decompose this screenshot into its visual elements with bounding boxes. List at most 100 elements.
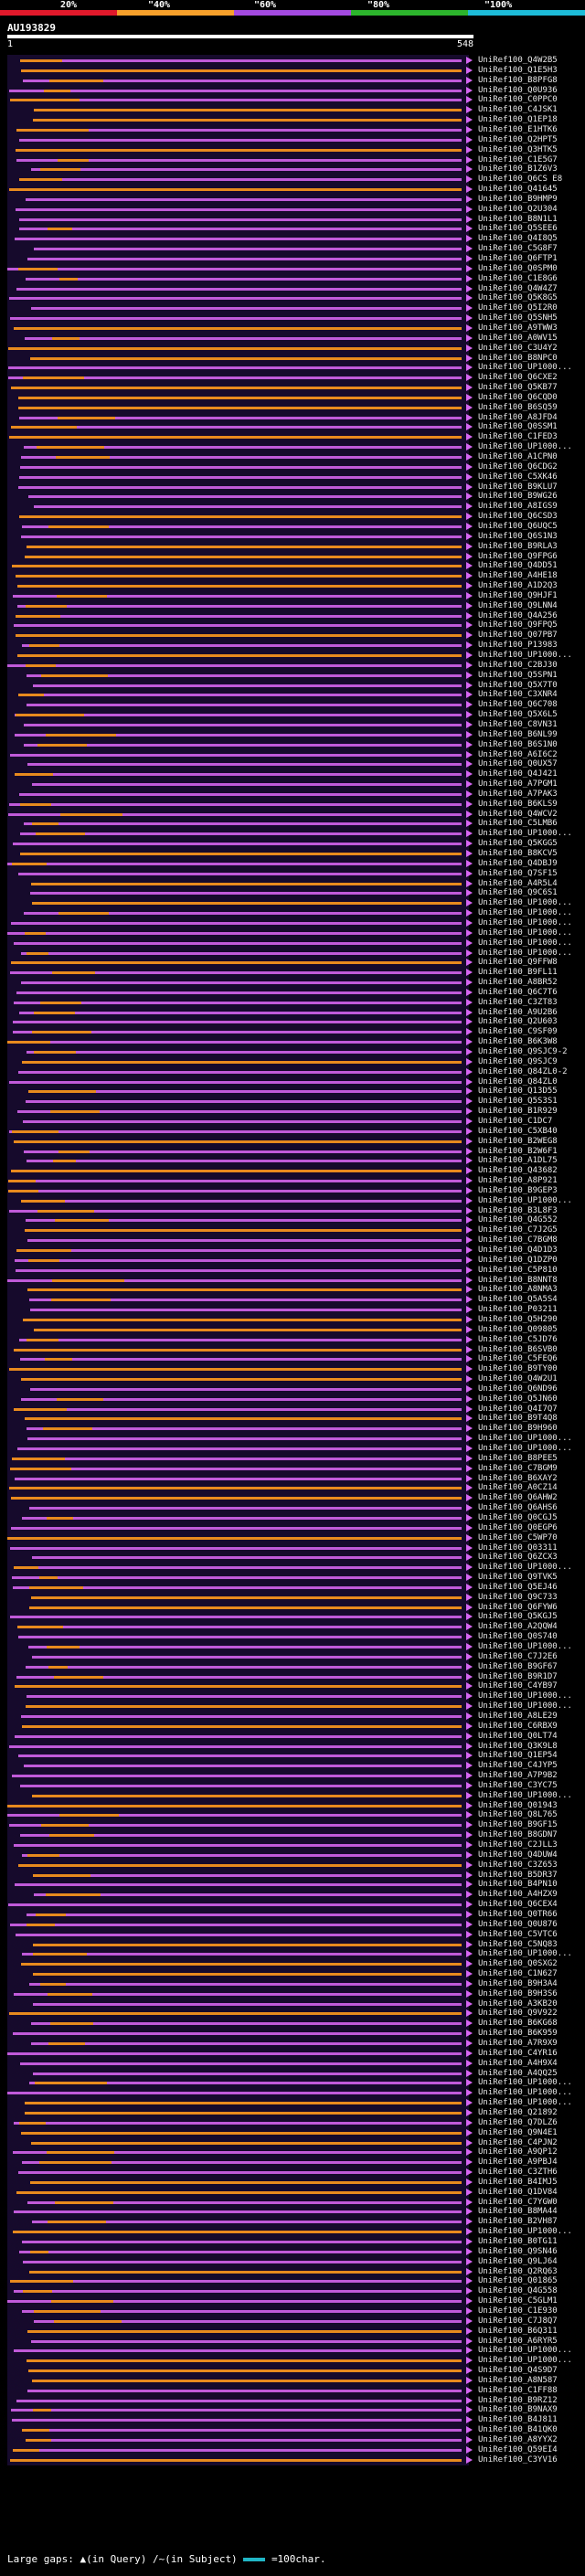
hit-id-link[interactable]: UniRef100_C3Z653 — [478, 1860, 558, 1870]
hit-id-link[interactable]: UniRef100_Q0UX57 — [478, 759, 558, 769]
hit-id-link[interactable]: UniRef100_Q6CSD3 — [478, 512, 558, 522]
hit-id-link[interactable]: UniRef100_UP1000... — [478, 928, 572, 938]
hit-id-link[interactable]: UniRef100_Q6C7T6 — [478, 987, 558, 997]
hit-id-link[interactable]: UniRef100_B9FL11 — [478, 968, 558, 978]
hit-id-link[interactable]: UniRef100_Q1DZP0 — [478, 1255, 558, 1265]
hit-id-link[interactable]: UniRef100_UP1000... — [478, 2088, 572, 2098]
hit-id-link[interactable]: UniRef100_B3L8F3 — [478, 1205, 558, 1215]
hit-id-link[interactable]: UniRef100_Q5KGG5 — [478, 839, 558, 849]
hit-id-link[interactable]: UniRef100_Q9C6S1 — [478, 888, 558, 898]
hit-id-link[interactable]: UniRef100_UP1000... — [478, 1790, 572, 1800]
hit-id-link[interactable]: UniRef100_B4PN10 — [478, 1880, 558, 1890]
hit-id-link[interactable]: UniRef100_UP1000... — [478, 938, 572, 948]
hit-id-link[interactable]: UniRef100_UP1000... — [478, 917, 572, 928]
hit-id-link[interactable]: UniRef100_B6SQ59 — [478, 402, 558, 412]
hit-id-link[interactable]: UniRef100_C4JSK1 — [478, 105, 558, 115]
hit-id-link[interactable]: UniRef100_Q5SNH5 — [478, 313, 558, 323]
hit-id-link[interactable]: UniRef100_Q0CGJ5 — [478, 1512, 558, 1522]
hit-id-link[interactable]: UniRef100_Q6FYW6 — [478, 1602, 558, 1612]
hit-id-link[interactable]: UniRef100_C4PJN2 — [478, 2137, 558, 2147]
hit-id-link[interactable]: UniRef100_C1E930 — [478, 2306, 558, 2316]
hit-id-link[interactable]: UniRef100_A9TWW3 — [478, 323, 558, 333]
hit-id-link[interactable]: UniRef100_C4JYP5 — [478, 1761, 558, 1771]
hit-id-link[interactable]: UniRef100_B8GDN7 — [478, 1830, 558, 1840]
hit-id-link[interactable]: UniRef100_UP1000... — [478, 1949, 572, 1959]
hit-id-link[interactable]: UniRef100_Q9N4E1 — [478, 2127, 558, 2137]
hit-id-link[interactable]: UniRef100_Q0EGP6 — [478, 1522, 558, 1532]
hit-id-link[interactable]: UniRef100_Q9SJC9-2 — [478, 1047, 568, 1056]
hit-id-link[interactable]: UniRef100_C5G8F7 — [478, 244, 558, 254]
hit-id-link[interactable]: UniRef100_A8JFD4 — [478, 412, 558, 422]
hit-id-link[interactable]: UniRef100_Q9SJC9 — [478, 1056, 558, 1066]
hit-id-link[interactable]: UniRef100_Q13D55 — [478, 1087, 558, 1097]
hit-id-link[interactable]: UniRef100_Q5EJ46 — [478, 1582, 558, 1592]
hit-id-link[interactable]: UniRef100_C5XB40 — [478, 1126, 558, 1136]
hit-id-link[interactable]: UniRef100_Q6ZCX3 — [478, 1553, 558, 1563]
hit-id-link[interactable]: UniRef100_Q6AHW2 — [478, 1493, 558, 1503]
hit-id-link[interactable]: UniRef100_Q0SSM1 — [478, 422, 558, 432]
hit-id-link[interactable]: UniRef100_A1DL75 — [478, 1156, 558, 1166]
hit-id-link[interactable]: UniRef100_B8PFG8 — [478, 75, 558, 85]
hit-id-link[interactable]: UniRef100_Q5KB77 — [478, 383, 558, 393]
hit-id-link[interactable]: UniRef100_UP1000... — [478, 2346, 572, 2356]
hit-id-link[interactable]: UniRef100_Q9LJ64 — [478, 2256, 558, 2266]
hit-id-link[interactable]: UniRef100_B6S1N0 — [478, 739, 558, 749]
hit-id-link[interactable]: UniRef100_A8P921 — [478, 1176, 558, 1186]
hit-id-link[interactable]: UniRef100_B6XAY2 — [478, 1473, 558, 1483]
hit-id-link[interactable]: UniRef100_E1HTK6 — [478, 124, 558, 134]
hit-id-link[interactable]: UniRef100_UP1000... — [478, 898, 572, 908]
hit-id-link[interactable]: UniRef100_C5VTC6 — [478, 1929, 558, 1939]
hit-id-link[interactable]: UniRef100_Q9FFW8 — [478, 958, 558, 968]
hit-id-link[interactable]: UniRef100_B4J811 — [478, 2415, 558, 2425]
hit-id-link[interactable]: UniRef100_Q5X6L5 — [478, 710, 558, 720]
hit-id-link[interactable]: UniRef100_B0TG11 — [478, 2237, 558, 2246]
hit-id-link[interactable]: UniRef100_Q4DBJ9 — [478, 858, 558, 868]
hit-id-link[interactable]: UniRef100_C5XK46 — [478, 472, 558, 482]
hit-id-link[interactable]: UniRef100_Q6S1N3 — [478, 531, 558, 541]
hit-id-link[interactable]: UniRef100_C6RBX9 — [478, 1721, 558, 1731]
hit-id-link[interactable]: UniRef100_Q4DD51 — [478, 561, 558, 571]
hit-id-link[interactable]: UniRef100_Q2HPT5 — [478, 134, 558, 144]
hit-id-link[interactable]: UniRef100_B8NPC0 — [478, 353, 558, 363]
hit-id-link[interactable]: UniRef100_A4HE18 — [478, 571, 558, 581]
hit-id-link[interactable]: UniRef100_UP1000... — [478, 1701, 572, 1712]
hit-id-link[interactable]: UniRef100_C1E5G7 — [478, 154, 558, 164]
hit-id-link[interactable]: UniRef100_UP1000... — [478, 2098, 572, 2108]
hit-id-link[interactable]: UniRef100_C5GLM1 — [478, 2296, 558, 2306]
hit-id-link[interactable]: UniRef100_B6KG68 — [478, 2019, 558, 2029]
hit-id-link[interactable]: UniRef100_Q6FTP1 — [478, 254, 558, 263]
hit-id-link[interactable]: UniRef100_B9TY00 — [478, 1364, 558, 1374]
hit-id-link[interactable]: UniRef100_P03211 — [478, 1305, 558, 1315]
hit-id-link[interactable]: UniRef100_B9H960 — [478, 1424, 558, 1434]
hit-id-link[interactable]: UniRef100_UP1000... — [478, 442, 572, 452]
hit-id-link[interactable]: UniRef100_A2QQW4 — [478, 1622, 558, 1632]
hit-id-link[interactable]: UniRef100_Q0U876 — [478, 1919, 558, 1929]
hit-id-link[interactable]: UniRef100_Q5A5S4 — [478, 1295, 558, 1305]
hit-id-link[interactable]: UniRef100_C7BGM8 — [478, 1235, 558, 1246]
hit-id-link[interactable]: UniRef100_C3U4Y2 — [478, 343, 558, 353]
hit-id-link[interactable]: UniRef100_B41QK0 — [478, 2425, 558, 2435]
hit-id-link[interactable]: UniRef100_B9H3A4 — [478, 1978, 558, 1988]
hit-id-link[interactable]: UniRef100_Q2U603 — [478, 1017, 558, 1027]
hit-id-link[interactable]: UniRef100_Q6CXE2 — [478, 373, 558, 383]
hit-id-link[interactable]: UniRef100_A8BR52 — [478, 978, 558, 988]
hit-id-link[interactable]: UniRef100_Q1DV84 — [478, 2187, 558, 2197]
hit-id-link[interactable]: UniRef100_A8LE29 — [478, 1711, 558, 1721]
hit-id-link[interactable]: UniRef100_Q9C733 — [478, 1592, 558, 1602]
hit-id-link[interactable]: UniRef100_Q3HTK5 — [478, 144, 558, 154]
hit-id-link[interactable]: UniRef100_B6K3W8 — [478, 1037, 558, 1047]
hit-id-link[interactable]: UniRef100_Q3K9L8 — [478, 1741, 558, 1751]
hit-id-link[interactable]: UniRef100_C1N627 — [478, 1969, 558, 1979]
hit-id-link[interactable]: UniRef100_Q1EP18 — [478, 115, 558, 125]
hit-id-link[interactable]: UniRef100_Q2U304 — [478, 204, 558, 214]
hit-id-link[interactable]: UniRef100_C3YV16 — [478, 2454, 558, 2465]
hit-id-link[interactable]: UniRef100_C5FEQ6 — [478, 1354, 558, 1364]
hit-id-link[interactable]: UniRef100_UP1000... — [478, 1691, 572, 1701]
hit-id-link[interactable]: UniRef100_Q4WCV2 — [478, 809, 558, 819]
hit-id-link[interactable]: UniRef100_UP1000... — [478, 1563, 572, 1573]
hit-id-link[interactable]: UniRef100_Q6CS E8 — [478, 175, 563, 185]
hit-id-link[interactable]: UniRef100_B1Z6V3 — [478, 164, 558, 175]
hit-id-link[interactable]: UniRef100_Q9FPQ5 — [478, 620, 558, 631]
hit-id-link[interactable]: UniRef100_Q0S740 — [478, 1632, 558, 1642]
hit-id-link[interactable]: UniRef100_A4H9X4 — [478, 2058, 558, 2068]
